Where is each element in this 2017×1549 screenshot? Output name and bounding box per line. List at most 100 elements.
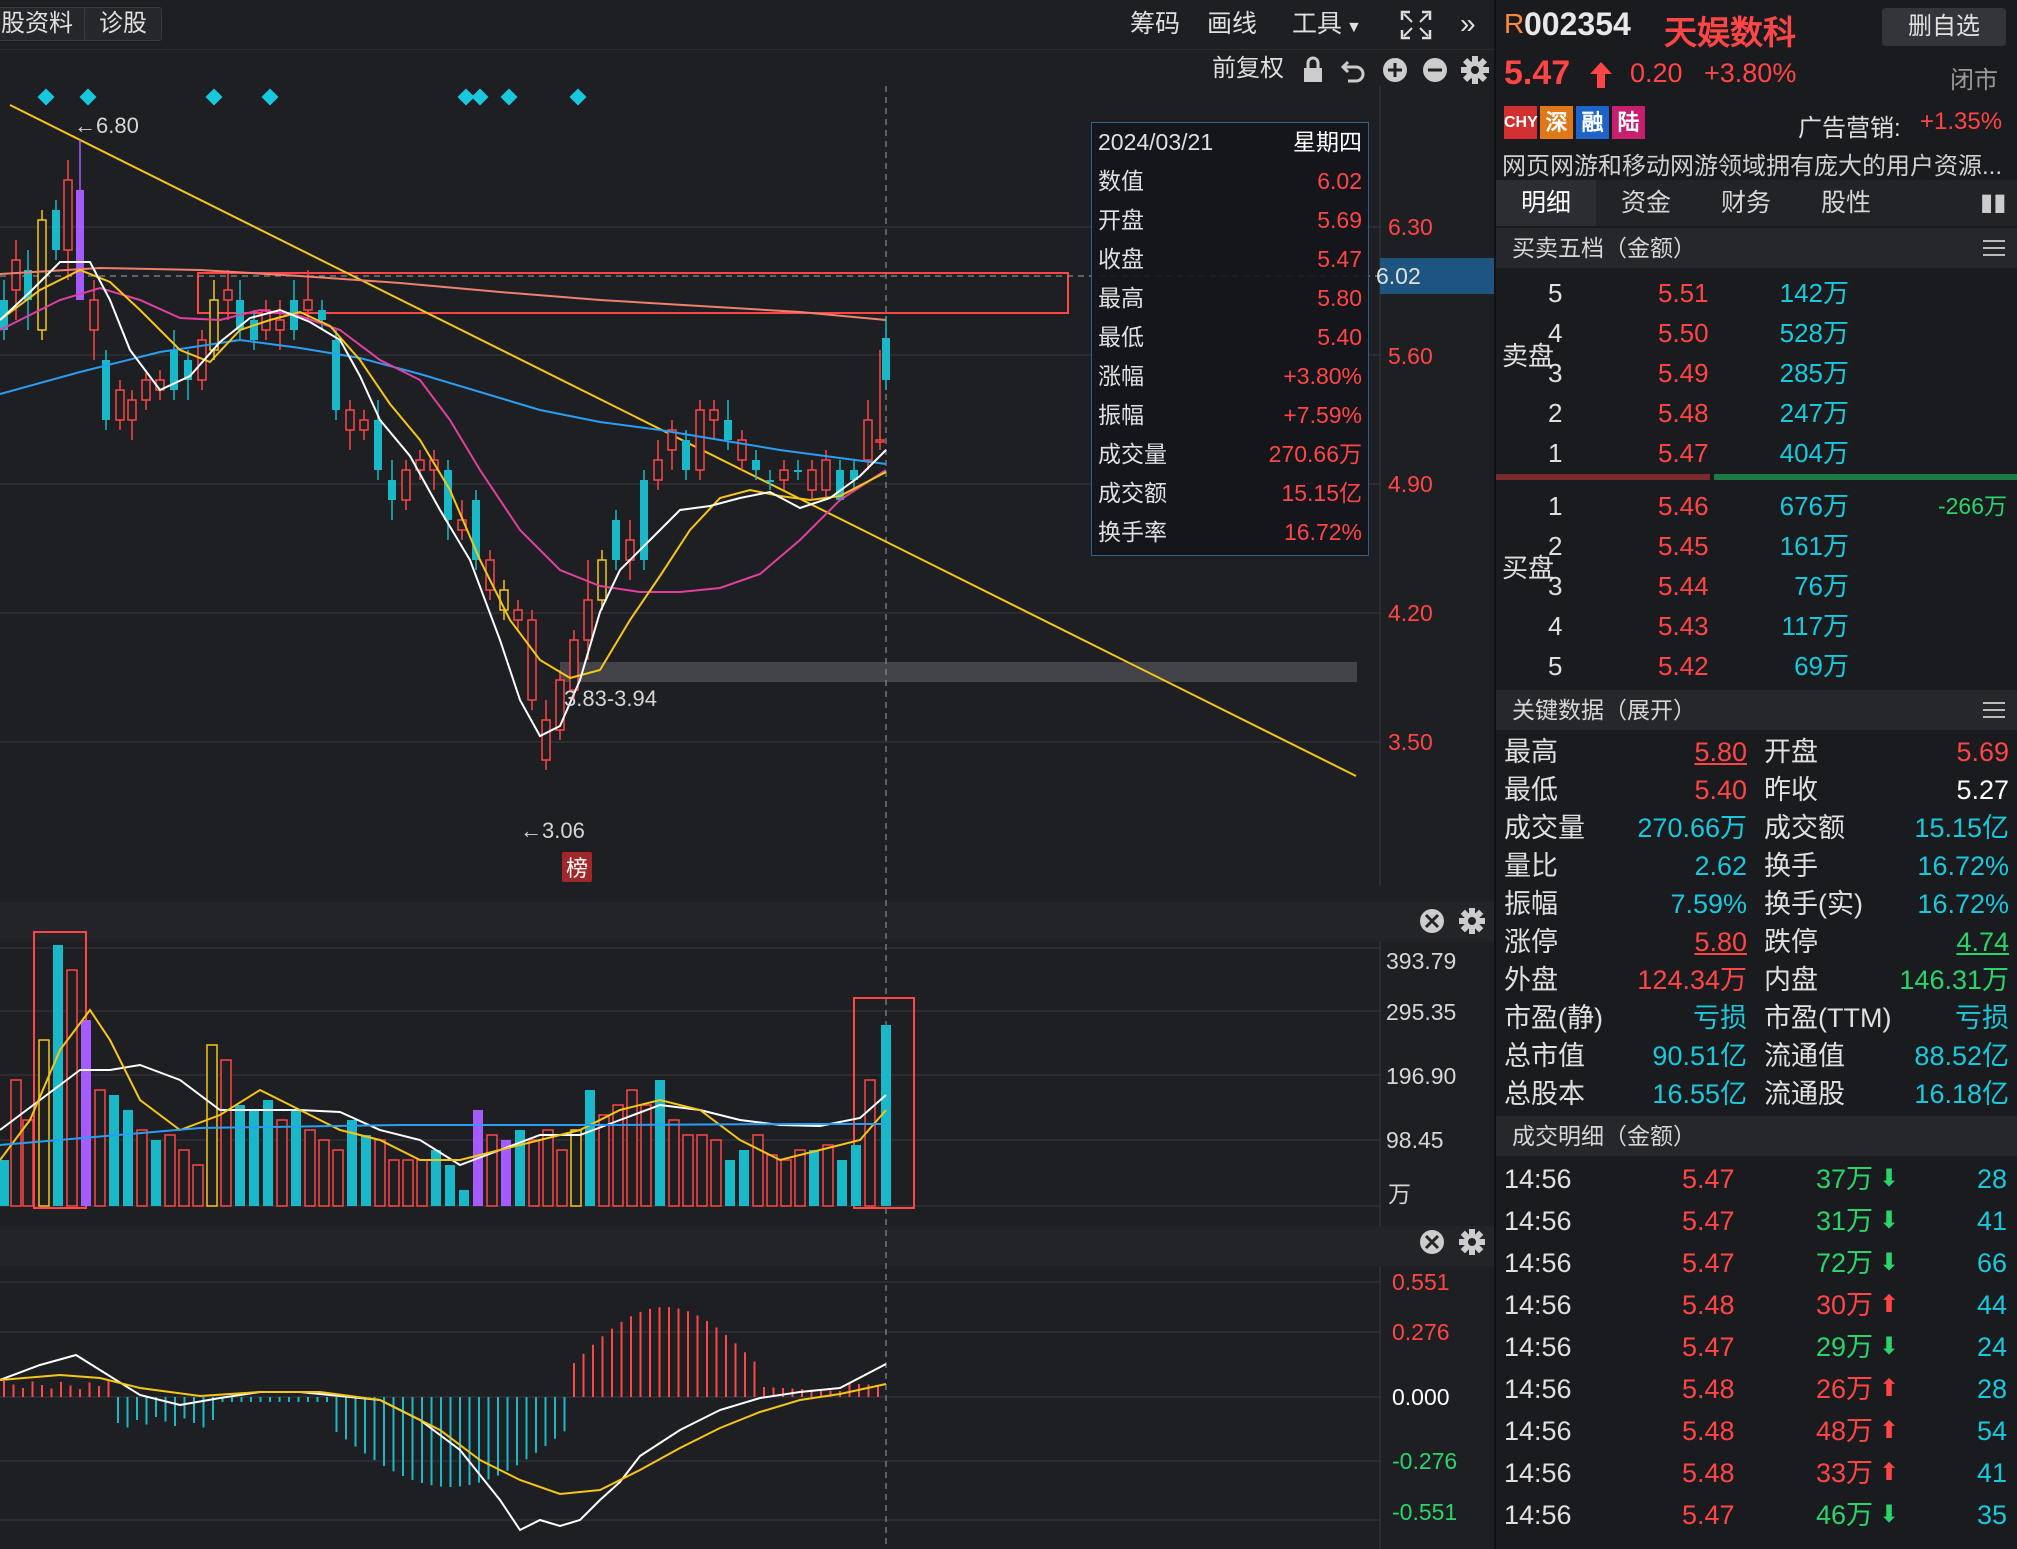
volume-settings-icon[interactable] (1459, 908, 1485, 934)
price-tick: 5.60 (1388, 343, 1433, 369)
orderbook-buy-row[interactable]: 4 5.43 117万 (1496, 606, 2017, 646)
arrow-up-icon (1590, 62, 1612, 88)
keydata-label: 成交额 (1764, 813, 1845, 843)
volume-close-icon[interactable] (1420, 909, 1444, 933)
arrow-up-icon: ⬆ (1878, 1291, 1899, 1318)
orderbook-sell-row[interactable]: 3 5.49 285万 (1496, 353, 2017, 393)
tools-button[interactable]: 工具 ▼ (1292, 8, 1362, 44)
keydata-label: 换手 (1764, 851, 1818, 881)
orderbook-sell-row[interactable]: 1 5.47 404万 (1496, 433, 2017, 473)
macd-settings-icon[interactable] (1459, 1229, 1485, 1255)
trade-time: 14:56 (1504, 1332, 1572, 1362)
level: 1 (1548, 491, 1563, 521)
info-key: 成交额 (1098, 480, 1167, 506)
trade-row: 14:56 5.47 29万 ⬇ 24 (1496, 1326, 2017, 1368)
trade-time: 14:56 (1504, 1374, 1572, 1404)
tab-detail[interactable]: 明细 (1496, 180, 1596, 226)
company-description[interactable]: 网页网游和移动网游领域拥有庞大的用户资源... (1502, 153, 2003, 180)
chips-button[interactable]: 筹码 (1130, 10, 1181, 38)
macd-tick: -0.551 (1392, 1499, 1457, 1525)
chart-area[interactable]: 股资料 诊股 筹码 画线 工具 ▼ » 前复权 (0, 0, 1494, 1549)
badge-shen[interactable]: 深 (1540, 106, 1573, 139)
orderbook-sell-row[interactable]: 2 5.48 247万 (1496, 393, 2017, 433)
keydata-value: 5.27 (1956, 775, 2009, 805)
trade-amount: 29万 (1815, 1332, 1873, 1362)
level: 3 (1548, 358, 1563, 388)
level-price: 5.42 (1658, 651, 1709, 681)
sector-label[interactable]: 广告营销: (1798, 115, 1901, 142)
fullscreen-icon[interactable] (1400, 10, 1432, 40)
orderbook-buy-row[interactable]: 1 5.46 676万 -266万 (1496, 486, 2017, 526)
trade-price: 5.47 (1682, 1500, 1735, 1530)
orderbook-sell-row[interactable]: 4 5.50 528万 (1496, 313, 2017, 353)
level: 3 (1548, 571, 1563, 601)
level-price: 5.46 (1658, 491, 1709, 521)
signal-markers (37, 88, 587, 106)
level-amount: 285万 (1779, 358, 1849, 388)
tradedetail-header[interactable]: 成交明细（金额） (1496, 1116, 2017, 1156)
keydata-value: 16.72% (1917, 889, 2009, 919)
info-row: 成交额 15.15亿 (1092, 474, 1368, 513)
resistance-zone (197, 272, 1069, 314)
trade-count: 66 (1976, 1248, 2007, 1278)
tab-funds[interactable]: 资金 (1620, 189, 1671, 217)
orderbook-sell-row[interactable]: 5 5.51 142万 (1496, 273, 2017, 313)
keydata-header[interactable]: 关键数据（展开） (1496, 690, 2017, 730)
candle-info-box: 2024/03/21 星期四 数值 6.02 开盘 5.69 收盘 5.47 最高 5.80 最… (1091, 122, 1369, 556)
bang-badge[interactable]: 榜 (566, 856, 588, 881)
menu-icon[interactable] (1983, 240, 2005, 256)
keydata-value: 7.59% (1670, 889, 1747, 919)
badge-chy[interactable]: CHY (1504, 106, 1538, 139)
keydata-value: 2.62 (1694, 851, 1747, 881)
keydata-label: 内盘 (1764, 965, 1818, 995)
collapse-icon[interactable]: » (1460, 8, 1476, 39)
undo-icon[interactable] (1340, 56, 1368, 84)
keydata-row: 最低 5.40 昨收 5.27 (1496, 771, 2017, 809)
menu-icon[interactable] (1983, 702, 2005, 718)
info-value: 15.15亿 (1281, 480, 1362, 506)
info-key: 最高 (1098, 285, 1144, 311)
badge-lu[interactable]: 陆 (1612, 106, 1645, 139)
tab-character[interactable]: 股性 (1820, 189, 1871, 217)
zoom-in-icon[interactable] (1380, 55, 1410, 85)
ma5-line (0, 261, 887, 738)
adjust-button[interactable]: 前复权 (1212, 55, 1284, 82)
keydata-value[interactable]: 4.74 (1956, 927, 2009, 957)
tradedetail-title: 成交明细（金额） (1512, 1123, 1696, 1149)
ma20-line (0, 286, 887, 593)
panel-layout-icon[interactable]: ▮▮ (1980, 189, 2007, 216)
trade-price: 5.48 (1682, 1290, 1735, 1320)
macd-close-icon[interactable] (1420, 1230, 1444, 1254)
tab-profile[interactable]: 股资料 (0, 7, 88, 41)
trade-price: 5.47 (1682, 1332, 1735, 1362)
zoom-out-icon[interactable] (1420, 55, 1450, 85)
info-weekday: 星期四 (1293, 129, 1362, 155)
settings-gear-icon[interactable] (1459, 54, 1491, 86)
keydata-value: 90.51亿 (1652, 1041, 1747, 1071)
tab-finance[interactable]: 财务 (1720, 189, 1771, 217)
orderbook-buy-row[interactable]: 2 5.45 161万 (1496, 526, 2017, 566)
orderbook-header[interactable]: 买卖五档（金额） (1496, 228, 2017, 268)
info-value: 5.40 (1317, 324, 1362, 350)
level: 4 (1548, 611, 1563, 641)
level-price: 5.51 (1658, 278, 1709, 308)
lock-icon[interactable] (1300, 56, 1326, 84)
orderbook-buy-row[interactable]: 5 5.42 69万 (1496, 646, 2017, 686)
trade-count: 44 (1976, 1290, 2007, 1320)
remove-watchlist-button[interactable]: 删自选 (1882, 8, 2006, 46)
level-amount: 161万 (1779, 531, 1849, 561)
volume-tick: 295.35 (1386, 999, 1456, 1025)
keydata-value[interactable]: 5.80 (1694, 927, 1747, 957)
keydata-value[interactable]: 5.80 (1694, 737, 1747, 767)
trade-row: 14:56 5.48 48万 ⬆ 54 (1496, 1410, 2017, 1452)
trade-amount: 30万 (1815, 1290, 1873, 1320)
keydata-value: 亏损 (1693, 1003, 1747, 1033)
badge-rong[interactable]: 融 (1576, 106, 1609, 139)
info-row: 开盘 5.69 (1092, 201, 1368, 240)
tab-diagnose-label: 诊股 (99, 10, 147, 37)
arrow-up-icon: ⬆ (1878, 1375, 1899, 1402)
tab-diagnose[interactable]: 诊股 (84, 7, 162, 41)
draw-line-button[interactable]: 画线 (1207, 10, 1258, 38)
stock-name: 天娱数科 (1664, 14, 1796, 51)
orderbook-buy-row[interactable]: 3 5.44 76万 (1496, 566, 2017, 606)
